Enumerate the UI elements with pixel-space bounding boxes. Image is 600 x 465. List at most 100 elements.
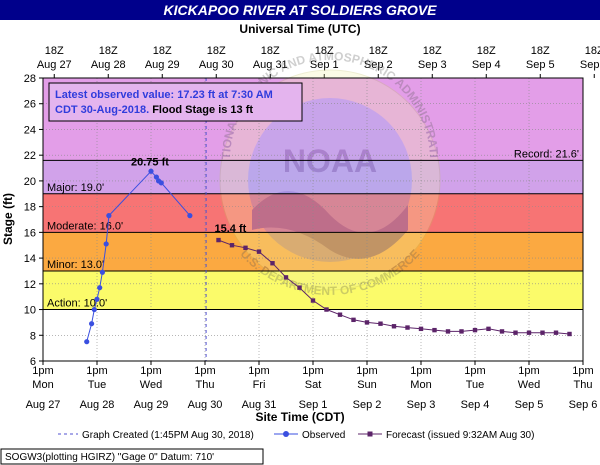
forecast-point <box>256 249 262 254</box>
observed-point <box>158 180 164 186</box>
top-tick-time: 18Z <box>207 45 226 57</box>
top-tick-date: Aug 29 <box>145 59 180 71</box>
legend-observed-label: Observed <box>302 430 345 441</box>
forecast-point <box>337 312 343 317</box>
top-tick-date: Aug 31 <box>253 59 288 71</box>
x-tick-time: 1pm <box>572 365 593 377</box>
observed-point <box>148 168 154 174</box>
footer-text: SOGW3(plotting HGIRZ) "Gage 0" Datum: 71… <box>5 452 214 463</box>
y-tick-label: 10 <box>24 305 36 317</box>
top-tick-time: 18Z <box>99 45 118 57</box>
top-tick-time: 18Z <box>369 45 388 57</box>
y-tick-label: 6 <box>30 356 36 368</box>
x-tick-time: 1pm <box>140 365 161 377</box>
top-tick-date: Aug 30 <box>199 59 234 71</box>
y-tick-label: 8 <box>30 330 36 342</box>
forecast-point <box>243 245 248 250</box>
y-tick-label: 26 <box>24 99 36 111</box>
observed-point <box>187 213 193 219</box>
x-tick-time: 1pm <box>302 365 323 377</box>
forecast-point <box>567 331 572 337</box>
y-axis-ticks: 6 8 10 12 14 16 18 20 22 24 26 28 <box>24 73 43 368</box>
y-tick-label: 12 <box>24 279 36 291</box>
observed-peak-label: 20.75 ft <box>131 156 169 168</box>
forecast-point <box>324 307 329 312</box>
legend-observed-marker <box>283 431 289 437</box>
x-tick-date: Aug 31 <box>242 399 277 411</box>
forecast-point <box>540 330 545 335</box>
observed-point <box>106 213 112 219</box>
noaa-seal-wave <box>252 191 408 259</box>
x-tick-day: Mon <box>32 379 53 391</box>
x-tick-date: Sep 3 <box>407 399 436 411</box>
noaa-seal-outer <box>219 69 441 291</box>
y-tick-label: 22 <box>24 150 36 162</box>
x-tick-day: Thu <box>196 379 215 391</box>
infobox-flood-stage: Flood Stage is 13 ft <box>149 104 253 116</box>
x-tick-time: 1pm <box>194 365 215 377</box>
x-tick-day: Fri <box>253 379 266 391</box>
infobox-line-2: CDT 30-Aug-2018. Flood Stage is 13 ft <box>55 104 253 116</box>
footer-box <box>0 448 264 465</box>
y-axis-title: Stage (ft) <box>1 193 15 245</box>
x-tick-day: Mon <box>410 379 431 391</box>
legend-forecast-label: Forecast (issued 9:32AM Aug 30) <box>386 430 534 441</box>
top-tick-date: Aug 28 <box>91 59 126 71</box>
forecast-point <box>297 285 302 290</box>
top-tick-date: Aug 27 <box>37 59 72 71</box>
y-tick-label: 24 <box>24 124 36 136</box>
top-tick-time: 18Z <box>423 45 442 57</box>
top-tick-date: Sep 2 <box>364 59 393 71</box>
forecast-peak-label: 15.4 ft <box>215 223 247 235</box>
forecast-point <box>351 317 356 323</box>
top-tick-time: 18Z <box>45 45 64 57</box>
x-tick-date: Sep 6 <box>569 399 598 411</box>
x-axis-title: Site Time (CDT) <box>255 410 344 424</box>
flood-stage-labels: Record: 21.6' Major: 19.0' Moderate: 16.0'… <box>47 148 579 309</box>
x-tick-date: Aug 27 <box>26 399 61 411</box>
forecast-point <box>270 261 275 266</box>
forecast-point <box>283 275 289 280</box>
x-tick-time: 1pm <box>464 365 485 377</box>
top-tick-date: Sep 3 <box>418 59 447 71</box>
x-tick-day: Tue <box>88 379 107 391</box>
title-bar <box>0 0 600 20</box>
y-tick-label: 14 <box>24 253 36 265</box>
x-tick-day: Wed <box>518 379 540 391</box>
x-tick-time: 1pm <box>86 365 107 377</box>
observed-series <box>84 168 193 345</box>
observed-point <box>99 269 105 275</box>
x-tick-date: Aug 28 <box>80 399 115 411</box>
x-tick-time: 1pm <box>356 365 377 377</box>
observed-point <box>153 174 159 180</box>
top-tick-time: 18Z <box>531 45 550 57</box>
legend: Graph Created (1:45PM Aug 30, 2018) Obse… <box>58 430 534 441</box>
flood-stage-lines <box>43 159 583 311</box>
observed-point <box>84 339 90 345</box>
x-tick-date: Sep 5 <box>515 399 544 411</box>
forecast-point <box>418 326 424 332</box>
forecast-point <box>216 237 221 243</box>
y-tick-label: 28 <box>24 73 36 85</box>
top-tick-time: 18Z <box>585 45 600 57</box>
forecast-point <box>391 324 397 329</box>
forecast-point <box>432 327 437 333</box>
latest-value-infobox: Latest observed value: 17.23 ft at 7:30 … <box>48 82 303 122</box>
forecast-point <box>310 298 316 303</box>
forecast-point <box>378 321 383 326</box>
x-tick-date: Sep 4 <box>461 399 490 411</box>
forecast-point <box>445 329 451 334</box>
forecast-point <box>364 320 370 325</box>
top-tick-time: 18Z <box>477 45 496 57</box>
infobox-line-1: Latest observed value: 17.23 ft at 7:30 … <box>55 89 273 101</box>
band-label-record: Record: 21.6' <box>514 148 579 160</box>
x-tick-time: 1pm <box>248 365 269 377</box>
x-tick-date: Sep 1 <box>299 399 328 411</box>
top-tick-time: 18Z <box>261 45 280 57</box>
band-label-major: Major: 19.0' <box>47 182 104 194</box>
top-tick-time: 18Z <box>153 45 172 57</box>
chart-title: KICKAPOO RIVER AT SOLDIERS GROVE <box>163 2 437 18</box>
forecast-point <box>553 330 559 335</box>
observed-point <box>97 285 103 291</box>
